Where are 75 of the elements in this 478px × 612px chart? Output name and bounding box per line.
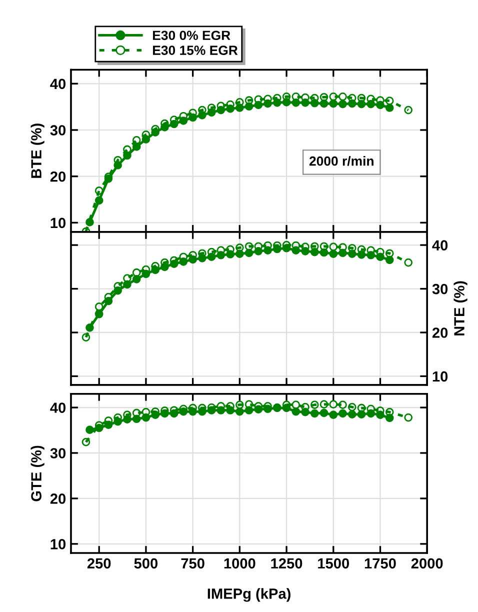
point bbox=[292, 92, 300, 101]
point bbox=[132, 274, 141, 284]
y2-tick-label: 30 bbox=[432, 284, 448, 294]
x-tick-label: 1250 bbox=[271, 558, 302, 569]
point bbox=[338, 243, 347, 252]
legend-label: E30 15% EGR bbox=[153, 46, 238, 55]
point bbox=[338, 400, 347, 409]
point bbox=[236, 400, 244, 409]
x-tick-label: 500 bbox=[134, 558, 158, 569]
point bbox=[338, 409, 347, 418]
point bbox=[329, 242, 338, 251]
point bbox=[86, 218, 94, 226]
x-tick-label: 1750 bbox=[364, 558, 396, 569]
point bbox=[236, 407, 244, 416]
y2-tick-label: 20 bbox=[432, 328, 448, 338]
point bbox=[329, 99, 338, 108]
point bbox=[385, 96, 394, 105]
point bbox=[86, 426, 94, 434]
y-tick-label: 30 bbox=[50, 125, 66, 136]
point bbox=[329, 250, 338, 258]
point bbox=[338, 92, 347, 101]
point bbox=[329, 92, 338, 101]
point bbox=[348, 402, 356, 412]
point bbox=[385, 104, 394, 112]
point bbox=[310, 409, 319, 418]
y-tick-label: 30 bbox=[50, 448, 66, 458]
y-tick-label: 40 bbox=[50, 78, 66, 90]
point bbox=[94, 186, 104, 195]
x-axis-title: IMEPg (kPa) bbox=[208, 588, 290, 602]
y-tick-label: 10 bbox=[50, 539, 66, 550]
y-axis-title: GTE (%) bbox=[30, 446, 44, 502]
point bbox=[292, 400, 300, 409]
point bbox=[82, 333, 90, 342]
annotation: 2000 r/min bbox=[309, 156, 374, 166]
point bbox=[357, 404, 366, 412]
point bbox=[320, 400, 328, 409]
x-tick-label: 750 bbox=[181, 558, 204, 569]
point bbox=[320, 408, 328, 418]
y2-tick-label: 40 bbox=[432, 240, 448, 250]
y-tick-label: 20 bbox=[50, 171, 66, 182]
point bbox=[236, 250, 244, 258]
point bbox=[132, 268, 141, 277]
point bbox=[132, 136, 141, 144]
x-tick-label: 1000 bbox=[224, 558, 256, 569]
x-tick-label: 250 bbox=[87, 558, 111, 569]
point bbox=[123, 274, 132, 282]
point bbox=[236, 244, 244, 252]
point bbox=[236, 98, 244, 106]
y-tick-label: 10 bbox=[50, 218, 66, 228]
point bbox=[320, 92, 328, 102]
x-tick-label: 2000 bbox=[411, 558, 443, 569]
y2-tick-label: 10 bbox=[432, 371, 448, 382]
legend-label: E30 0% EGR bbox=[153, 30, 230, 40]
y-axis-title: BTE (%) bbox=[30, 124, 44, 178]
x-tick-label: 1500 bbox=[318, 558, 350, 569]
point bbox=[244, 242, 254, 251]
point bbox=[348, 410, 356, 419]
point bbox=[94, 196, 104, 205]
y-tick-label: 20 bbox=[50, 494, 66, 504]
point bbox=[329, 400, 338, 409]
point bbox=[329, 410, 338, 419]
point bbox=[86, 324, 94, 332]
point bbox=[82, 438, 90, 446]
point bbox=[404, 413, 413, 422]
point bbox=[94, 302, 104, 311]
point bbox=[404, 258, 413, 267]
point bbox=[320, 99, 328, 108]
point bbox=[404, 106, 413, 114]
point bbox=[292, 407, 300, 416]
point bbox=[338, 100, 347, 108]
y2-axis-title: NTE (%) bbox=[454, 281, 468, 336]
point bbox=[310, 400, 319, 409]
point bbox=[357, 410, 366, 419]
point bbox=[385, 249, 394, 258]
y-tick-label: 40 bbox=[50, 402, 66, 413]
